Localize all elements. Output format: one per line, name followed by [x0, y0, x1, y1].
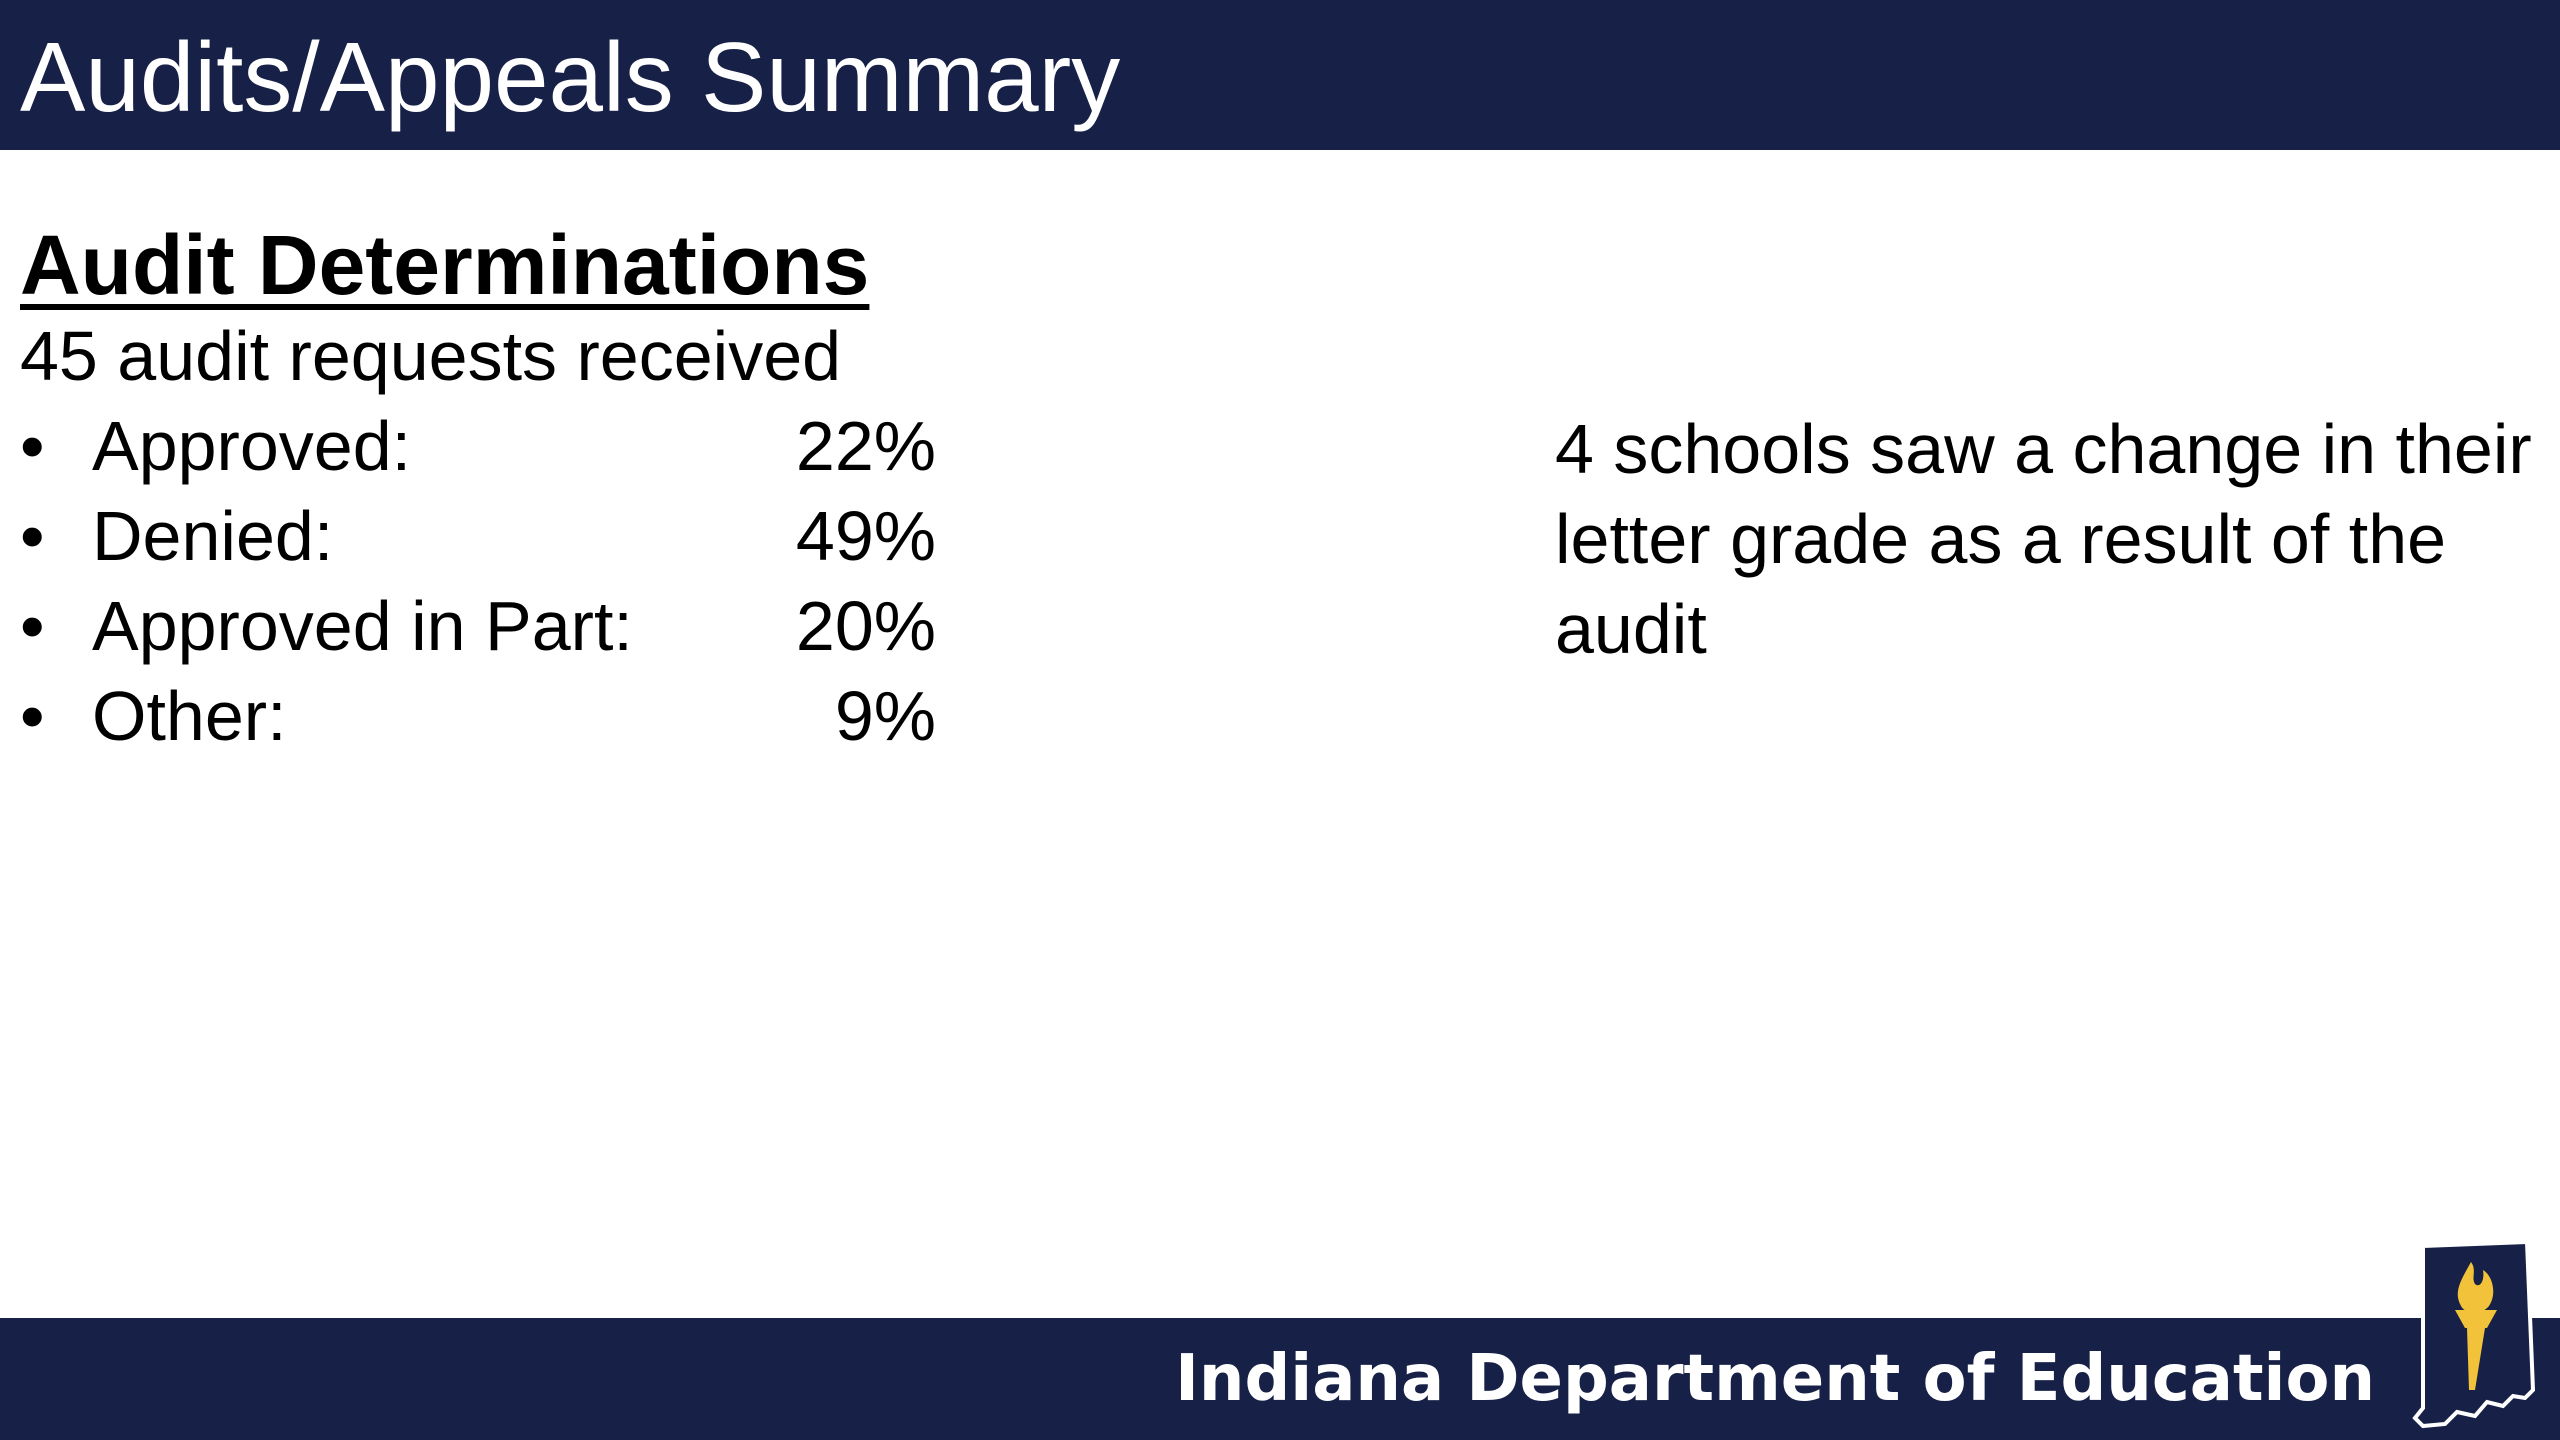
footer-organization: Indiana Department of Education — [1175, 1342, 2375, 1416]
item-value: 9% — [834, 677, 936, 755]
bullet-icon: • — [20, 587, 45, 665]
item-value: 22% — [795, 407, 936, 485]
torch-handle — [2467, 1328, 2485, 1390]
item-label: Approved in Part: — [92, 587, 633, 665]
list-item-other: • Other: 9% — [20, 671, 936, 761]
title-bar — [0, 0, 2560, 150]
content-area: Audit Determinations 45 audit requests r… — [20, 215, 936, 761]
list-item-approved: • Approved: 22% — [20, 401, 936, 491]
audit-determinations-heading: Audit Determinations — [20, 218, 870, 312]
audit-requests-count: 45 audit requests received — [20, 317, 842, 395]
bullet-icon: • — [20, 497, 45, 575]
bullet-icon: • — [20, 407, 45, 485]
list-item-approved-in-part: • Approved in Part: 20% — [20, 581, 936, 671]
item-label: Approved: — [92, 407, 412, 485]
indiana-torch-logo-icon — [2412, 1240, 2536, 1429]
torch-flame — [2457, 1262, 2494, 1313]
list-item-denied: • Denied: 49% — [20, 491, 936, 581]
item-label: Other: — [92, 677, 287, 755]
slide-title: Audits/Appeals Summary — [20, 22, 1121, 132]
grade-change-note: 4 schools saw a change in their letter g… — [1555, 410, 2532, 668]
footer-bar — [0, 1318, 2560, 1440]
item-value: 49% — [795, 497, 936, 575]
item-label: Denied: — [92, 497, 334, 575]
item-value: 20% — [795, 587, 936, 665]
bullet-icon: • — [20, 677, 45, 755]
determination-list: • Approved: 22% • Denied: 49% • Approved… — [20, 401, 936, 761]
torch-cup — [2455, 1310, 2497, 1328]
